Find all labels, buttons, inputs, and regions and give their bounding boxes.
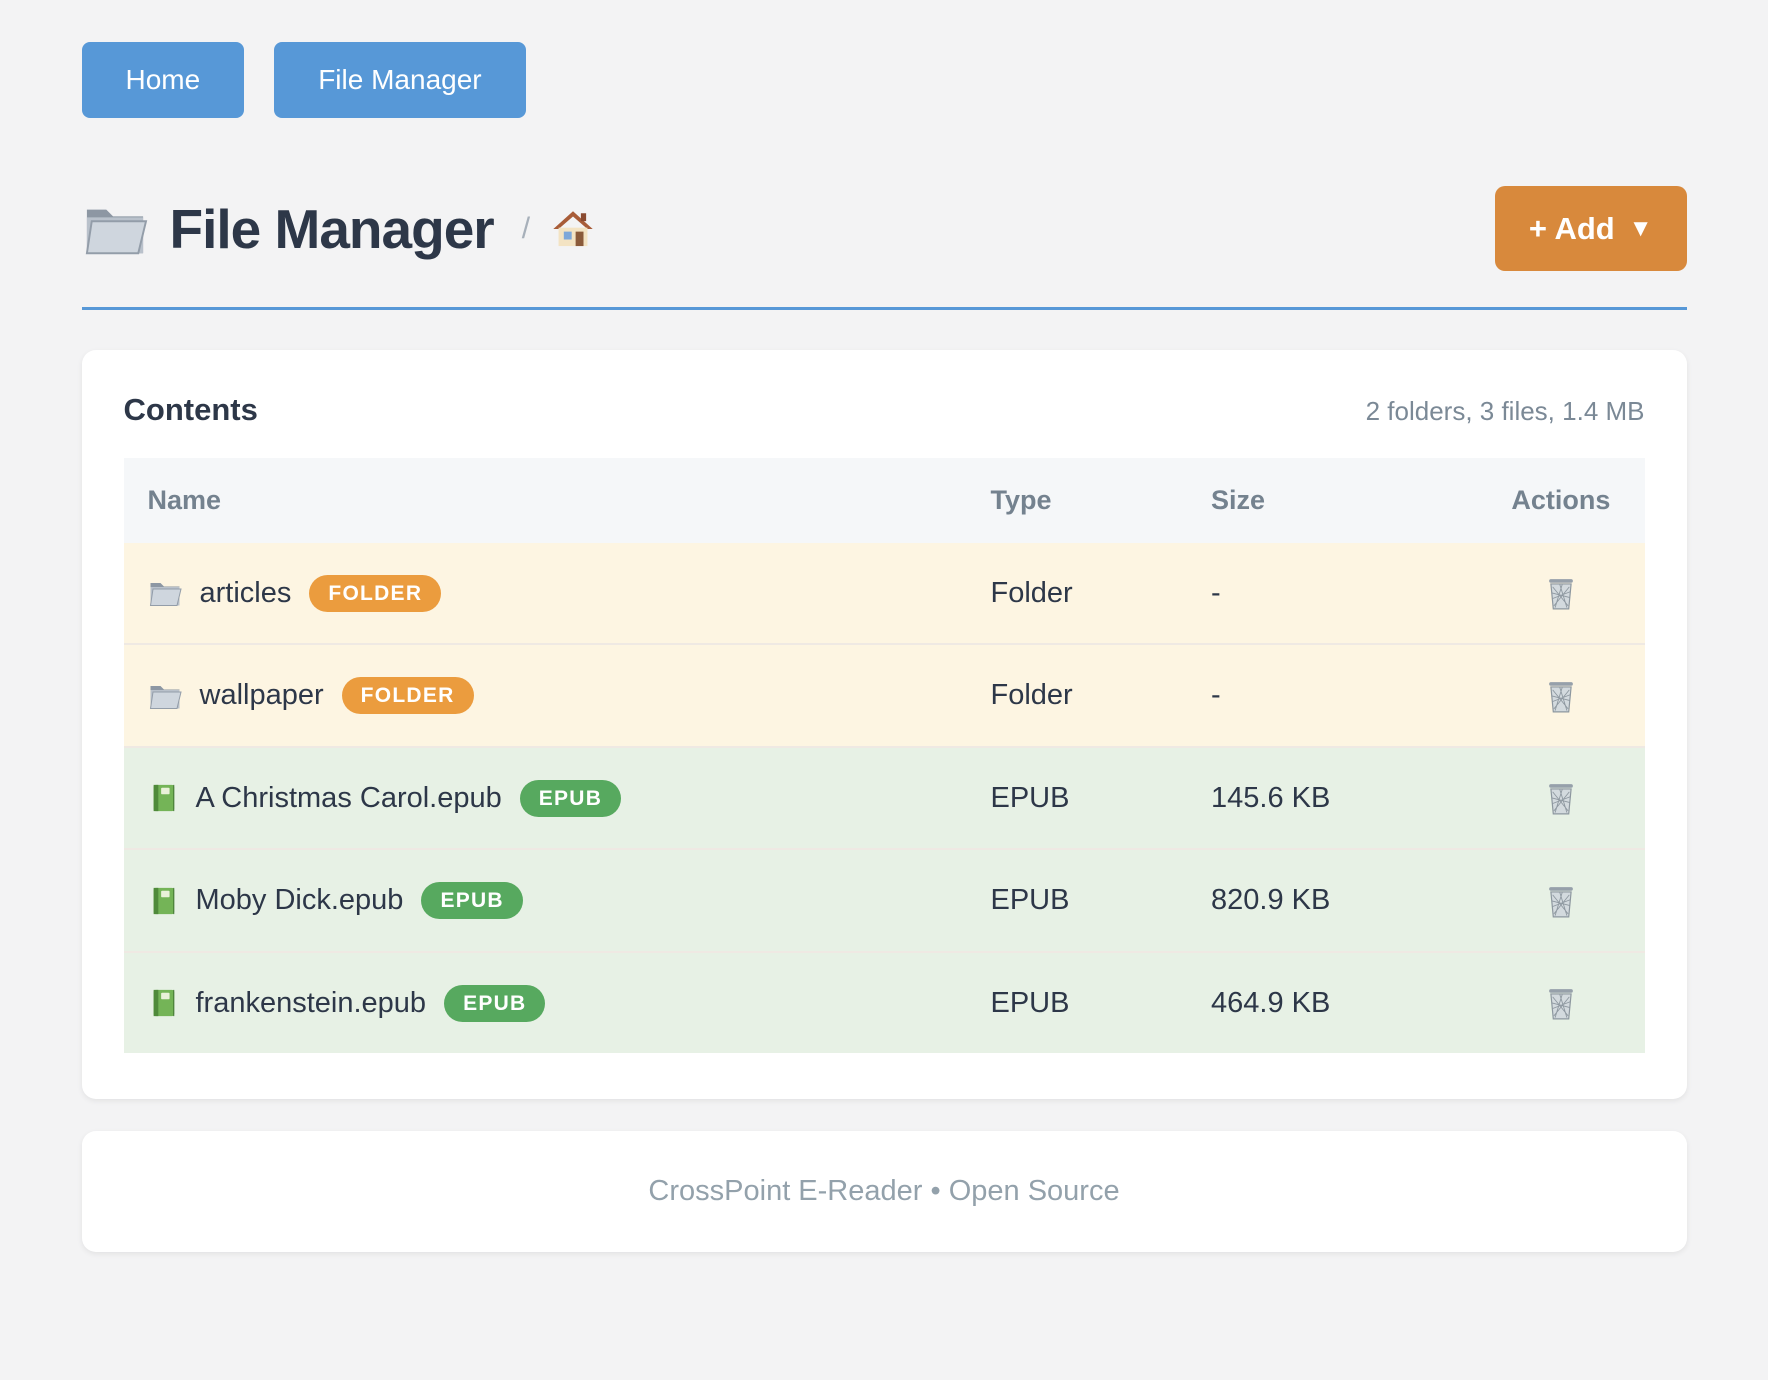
home-nav-button[interactable]: Home: [81, 42, 245, 118]
trash-icon: [1548, 886, 1574, 918]
folder-icon: [85, 208, 147, 254]
top-nav: Home File Manager: [81, 42, 1687, 118]
file-size: 464.9 KB: [1211, 986, 1331, 1019]
page-title: File Manager: [169, 197, 495, 260]
file-type: EPUB: [990, 781, 1070, 814]
add-button-label: + Add: [1528, 211, 1615, 246]
contents-title: Contents: [123, 392, 258, 427]
green-book-icon: [153, 887, 174, 914]
delete-button[interactable]: [1542, 883, 1580, 921]
table-row: wallpaper FOLDER Folder -: [123, 644, 1645, 747]
file-size: 145.6 KB: [1211, 781, 1331, 814]
table-row: articles FOLDER Folder -: [123, 543, 1645, 645]
file-type: Folder: [990, 576, 1073, 609]
header-divider: [81, 307, 1687, 310]
file-name-link[interactable]: wallpaper: [199, 679, 324, 712]
type-badge: FOLDER: [341, 677, 474, 715]
trash-icon: [1548, 988, 1574, 1020]
type-badge: EPUB: [519, 779, 622, 817]
folder-icon: [149, 685, 181, 709]
file-name-link[interactable]: articles: [199, 576, 292, 609]
column-header-name: Name: [147, 485, 222, 515]
file-manager-nav-button[interactable]: File Manager: [274, 42, 526, 118]
column-header-actions: Actions: [1511, 485, 1611, 515]
title-group: File Manager /: [82, 197, 595, 261]
contents-card-header: Contents 2 folders, 3 files, 1.4 MB: [124, 392, 1645, 428]
breadcrumb-separator: /: [521, 211, 531, 245]
trash-icon: [1548, 784, 1574, 815]
file-size: -: [1211, 679, 1221, 712]
page-container: Home File Manager File Manager / + Add ▼…: [81, 0, 1687, 1253]
contents-card: Contents 2 folders, 3 files, 1.4 MB Name…: [81, 350, 1687, 1100]
table-row: Moby Dick.epub EPUB EPUB 820.9 KB: [123, 849, 1645, 952]
trash-icon: [1548, 579, 1574, 610]
footer: CrossPoint E-Reader • Open Source: [81, 1131, 1687, 1253]
type-badge: EPUB: [421, 882, 523, 920]
delete-button[interactable]: [1542, 575, 1580, 613]
table-row: frankenstein.epub EPUB EPUB 464.9 KB: [123, 951, 1645, 1054]
file-name-link[interactable]: Moby Dick.epub: [195, 884, 404, 917]
type-badge: FOLDER: [309, 574, 442, 612]
delete-button[interactable]: [1542, 985, 1580, 1023]
table-row: A Christmas Carol.epub EPUB EPUB 145.6 K…: [123, 746, 1645, 850]
green-book-icon: [153, 990, 174, 1017]
file-table-body: articles FOLDER Folder - wallpaper FOLDE…: [123, 543, 1645, 1054]
file-type: Folder: [990, 679, 1073, 712]
page-header: File Manager / + Add ▼: [82, 186, 1687, 271]
table-header-row: Name Type Size Actions: [123, 458, 1645, 543]
trash-icon: [1548, 681, 1574, 713]
house-icon[interactable]: [552, 208, 594, 250]
chevron-down-icon: ▼: [1628, 214, 1653, 242]
delete-button[interactable]: [1542, 780, 1580, 818]
folder-icon: [149, 582, 181, 607]
file-size: -: [1211, 576, 1221, 609]
contents-summary: 2 folders, 3 files, 1.4 MB: [1365, 396, 1645, 426]
footer-text: CrossPoint E-Reader • Open Source: [648, 1175, 1120, 1208]
add-button[interactable]: + Add ▼: [1494, 186, 1687, 271]
column-header-size: Size: [1211, 485, 1266, 515]
file-size: 820.9 KB: [1211, 884, 1331, 917]
file-type: EPUB: [990, 884, 1070, 917]
column-header-type: Type: [990, 485, 1052, 515]
file-type: EPUB: [990, 986, 1070, 1019]
type-badge: EPUB: [444, 984, 546, 1022]
green-book-icon: [153, 785, 174, 812]
file-name-link[interactable]: frankenstein.epub: [195, 986, 427, 1019]
file-name-link[interactable]: A Christmas Carol.epub: [195, 781, 502, 814]
delete-button[interactable]: [1542, 678, 1580, 716]
file-table: Name Type Size Actions articles FOLDER F…: [123, 458, 1645, 1054]
